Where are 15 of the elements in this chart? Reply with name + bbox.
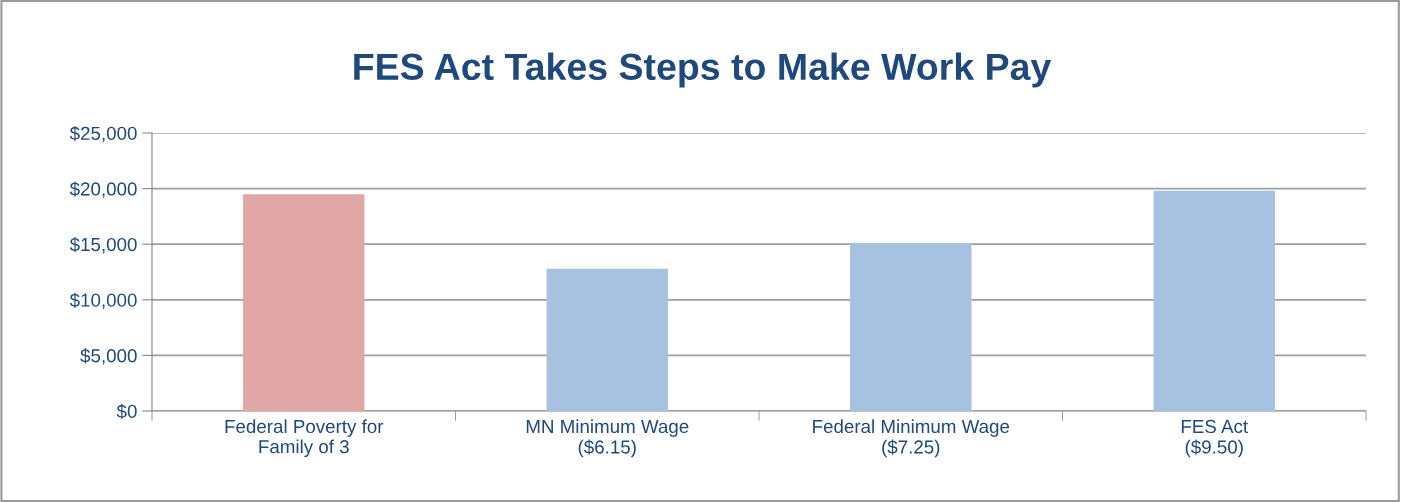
x-tick-label: Federal Poverty for Family of 3 [225,419,384,458]
bar [243,194,365,411]
y-tick-label: $0 [116,403,137,420]
y-tick-label: $10,000 [69,292,137,309]
bar [1153,190,1275,411]
x-tick-label: MN Minimum Wage ($6.15) [526,419,689,458]
y-tick-label: $20,000 [69,181,137,198]
y-tick-label: $25,000 [69,125,137,143]
y-tick-label: $15,000 [69,237,137,254]
x-tick-label: Federal Minimum Wage ($7.25) [813,419,1010,458]
x-tick-label: FES Act ($9.50) [1181,419,1248,458]
y-tick-label: $5,000 [80,348,137,365]
bar [546,268,668,411]
chart-title: FES Act Takes Steps to Make Work Pay [354,52,1052,88]
bar [850,243,972,411]
